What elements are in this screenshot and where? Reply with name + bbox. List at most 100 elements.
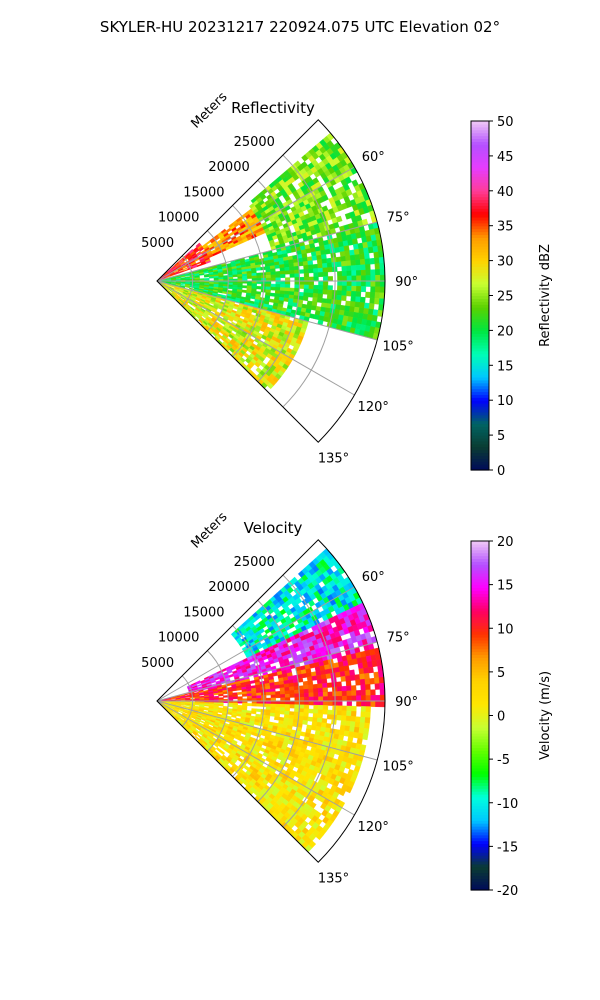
radar-gate (325, 673, 332, 679)
colorbar-band (471, 680, 489, 685)
radar-gate (318, 705, 324, 710)
colorbar-label: Reflectivity dBZ (538, 244, 553, 347)
colorbar-band (471, 216, 489, 221)
colorbar-band (471, 417, 489, 422)
radar-gate (275, 707, 281, 711)
radar-gate (236, 713, 242, 717)
radar-gate (363, 302, 370, 310)
radar-gate (351, 285, 357, 292)
radar-gate (270, 691, 276, 696)
colorbar-band (471, 167, 489, 172)
colorbar-band (471, 388, 489, 393)
colorbar-band (471, 604, 489, 609)
radar-gate (303, 700, 310, 706)
radar-gate (289, 269, 295, 275)
radar-gate (341, 280, 348, 287)
radar-gate (363, 252, 370, 260)
colorbar-band (471, 420, 489, 425)
radar-gate (360, 264, 366, 271)
colorbar-band (471, 141, 489, 145)
colorbar-band (471, 625, 489, 629)
radar-gate (312, 683, 319, 689)
range-tick-label: 20000 (208, 160, 249, 175)
colorbar-band (471, 805, 489, 810)
radar-gate (246, 275, 253, 279)
radar-gate (317, 289, 324, 295)
radar-gate (289, 693, 295, 698)
range-unit-label: Meters (188, 509, 230, 551)
radar-gate (379, 274, 386, 282)
radar-gate (270, 274, 276, 279)
colorbar-tick-label: -20 (497, 884, 518, 899)
colorbar-band (471, 432, 489, 436)
radar-gate (349, 254, 356, 261)
radar-gate (312, 263, 319, 269)
colorbar-band (471, 254, 489, 259)
radar-gate (279, 707, 286, 712)
colorbar-band (471, 773, 489, 778)
radar-gate (339, 304, 346, 311)
colorbar-band (471, 570, 489, 574)
radar-gate (374, 286, 381, 293)
colorbar-band (471, 843, 489, 847)
radar-gate (337, 700, 343, 707)
colorbar-band (471, 324, 489, 329)
colorbar-band (471, 234, 489, 238)
radar-gate (316, 674, 323, 681)
colorbar-band (471, 689, 489, 693)
radar-gate (289, 273, 295, 278)
radar-gate (205, 260, 211, 264)
radar-gate (299, 700, 305, 706)
radar-gate (298, 689, 305, 694)
radar-gate (337, 691, 343, 697)
radar-gate (335, 671, 341, 678)
radar-gate (307, 680, 314, 686)
colorbar-band (471, 872, 489, 877)
radar-gate (284, 686, 290, 692)
radar-gate (355, 264, 362, 271)
radar-gate (289, 686, 295, 691)
radar-gate (365, 291, 371, 298)
colorbar-band (471, 817, 489, 821)
colorbar-band (471, 855, 489, 859)
colorbar-band (471, 814, 489, 818)
radar-gate (279, 690, 286, 695)
radar-gate (344, 725, 351, 732)
radar-gate (335, 256, 342, 263)
radar-gate (360, 689, 367, 696)
radar-gate (265, 271, 272, 276)
colorbar-tick-label: 35 (497, 220, 514, 235)
colorbar-tick-label: 30 (497, 255, 514, 270)
colorbar-band (471, 660, 489, 664)
colorbar-tick-label: 5 (497, 429, 505, 444)
radar-gate (318, 285, 324, 290)
radar-gate (251, 272, 257, 277)
colorbar-band (471, 546, 489, 551)
colorbar-band (471, 144, 489, 148)
colorbar-band (471, 741, 489, 746)
radar-gate (313, 272, 319, 278)
radar-gate (311, 675, 318, 681)
colorbar-band (471, 849, 489, 853)
radar-gate (219, 749, 226, 756)
radar-gate (302, 260, 309, 266)
radar-gate (351, 238, 359, 245)
colorbar-band (471, 336, 489, 340)
colorbar-band (471, 251, 489, 256)
radar-gate (365, 700, 371, 707)
radar-gate (359, 716, 366, 724)
colorbar-band (471, 645, 489, 650)
radar-gate (327, 709, 333, 716)
radar-gate (327, 289, 333, 296)
radar-gate (379, 688, 386, 696)
colorbar-band (471, 385, 489, 390)
colorbar-band (471, 622, 489, 626)
radar-gate (241, 289, 247, 294)
radar-gate (369, 297, 376, 305)
colorbar-band (471, 666, 489, 670)
radar-gate (310, 725, 317, 731)
radar-gate (375, 274, 381, 282)
colorbar-band (471, 875, 489, 879)
colorbar-band (471, 730, 489, 734)
